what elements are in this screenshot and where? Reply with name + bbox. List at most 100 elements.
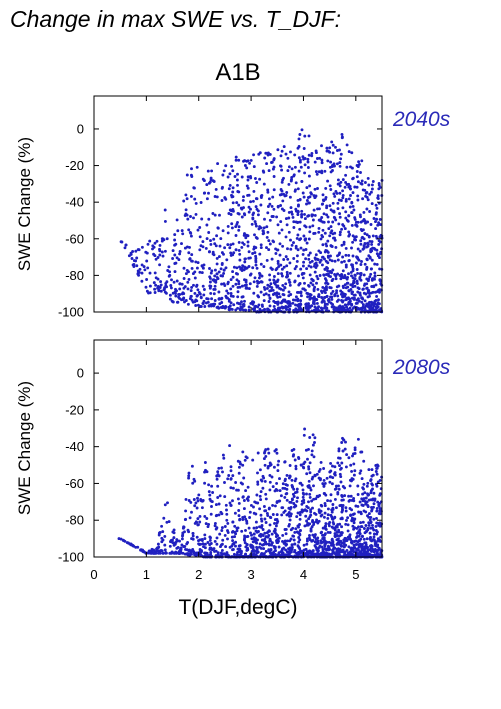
scatter-point bbox=[338, 251, 342, 255]
scatter-point bbox=[209, 271, 213, 275]
scatter-point bbox=[200, 539, 204, 542]
scatter-point bbox=[339, 467, 342, 471]
scatter-point bbox=[208, 267, 211, 270]
scatter-point bbox=[347, 456, 351, 460]
scatter-point bbox=[357, 539, 361, 543]
scatter-point bbox=[245, 286, 249, 290]
scatter-point bbox=[204, 246, 208, 250]
scatter-point bbox=[196, 288, 200, 292]
scatter-point bbox=[210, 269, 214, 273]
scatter-point bbox=[272, 465, 276, 469]
scatter-point bbox=[311, 279, 315, 283]
scatter-point bbox=[256, 294, 260, 298]
scatter-point bbox=[338, 554, 342, 558]
scatter-point bbox=[356, 493, 360, 496]
scatter-point bbox=[355, 164, 359, 167]
scatter-point bbox=[324, 522, 328, 526]
scatter-point bbox=[364, 543, 368, 547]
y-ticks: 0-20-40-60-80-100 bbox=[58, 366, 382, 565]
scatter-point bbox=[321, 243, 325, 247]
scatter-point bbox=[285, 223, 289, 227]
scatter-point bbox=[208, 276, 212, 280]
scatter-point bbox=[340, 525, 344, 529]
scatter-point bbox=[208, 280, 212, 284]
scatter-point bbox=[350, 211, 354, 215]
scatter-point bbox=[375, 551, 379, 554]
scatter-point bbox=[330, 271, 333, 275]
scatter-point bbox=[261, 543, 264, 547]
scatter-point bbox=[291, 485, 295, 489]
scatter-point bbox=[313, 540, 317, 544]
scatter-point bbox=[358, 528, 362, 532]
scatter-point bbox=[178, 252, 182, 256]
scatter-point bbox=[317, 230, 321, 234]
scatter-point bbox=[338, 233, 342, 237]
scatter-point bbox=[348, 533, 352, 537]
scatter-point bbox=[296, 553, 300, 557]
scatter-point bbox=[158, 531, 162, 534]
scatter-point bbox=[234, 308, 238, 312]
scatter-point bbox=[197, 291, 201, 294]
scatter-point bbox=[375, 484, 379, 488]
scatter-point bbox=[319, 541, 323, 545]
scatter-point bbox=[347, 289, 351, 293]
scatter-point bbox=[172, 536, 176, 540]
scatter-point bbox=[215, 542, 219, 546]
scatter-point bbox=[269, 548, 273, 552]
scatter-point bbox=[187, 471, 191, 475]
points-2040s bbox=[119, 128, 384, 314]
scatter-point bbox=[334, 484, 338, 488]
scatter-point bbox=[205, 470, 209, 474]
scatter-point bbox=[293, 153, 297, 157]
scatter-point bbox=[194, 304, 198, 307]
scatter-point bbox=[261, 528, 265, 531]
scatter-point bbox=[193, 479, 197, 483]
scatter-point bbox=[275, 291, 279, 295]
scatter-point bbox=[365, 484, 369, 488]
scatter-point bbox=[290, 478, 294, 482]
scatter-point bbox=[348, 205, 352, 209]
scatter-point bbox=[166, 501, 169, 505]
scatter-point bbox=[140, 271, 144, 275]
scatter-point bbox=[260, 538, 264, 542]
scatter-point bbox=[310, 449, 314, 453]
scatter-point bbox=[299, 299, 303, 303]
scatter-point bbox=[247, 287, 251, 291]
scatter-point bbox=[288, 271, 292, 275]
scatter-point bbox=[301, 252, 305, 256]
y-tick-label: -60 bbox=[65, 231, 84, 246]
scatter-point bbox=[284, 255, 288, 259]
scatter-point bbox=[158, 253, 162, 257]
scatter-point bbox=[233, 524, 237, 528]
scatter-point bbox=[356, 552, 360, 556]
scatter-point bbox=[361, 303, 365, 307]
scatter-point bbox=[263, 217, 266, 221]
scatter-point bbox=[341, 178, 345, 182]
scatter-point bbox=[302, 462, 306, 466]
scatter-point bbox=[323, 511, 327, 515]
scatter-point bbox=[301, 495, 305, 499]
scatter-point bbox=[256, 482, 260, 486]
scatter-point bbox=[231, 539, 235, 543]
scatter-point bbox=[262, 505, 266, 508]
scatter-point bbox=[222, 552, 226, 556]
scatter-point bbox=[255, 550, 259, 554]
scatter-point bbox=[263, 517, 267, 521]
scatter-point bbox=[328, 146, 332, 150]
scatter-point bbox=[264, 549, 268, 553]
scatter-point bbox=[300, 483, 304, 487]
scatter-point bbox=[361, 247, 365, 251]
scatter-point bbox=[261, 534, 265, 537]
scatter-point bbox=[361, 188, 365, 192]
scatter-point bbox=[362, 551, 366, 555]
scatter-point bbox=[285, 191, 289, 194]
scatter-point bbox=[366, 295, 370, 299]
scatter-point bbox=[367, 305, 371, 309]
scatter-point bbox=[254, 520, 258, 524]
scatter-point bbox=[358, 550, 362, 554]
scatter-point bbox=[241, 463, 245, 467]
scatter-point bbox=[236, 547, 240, 551]
scatter-point bbox=[252, 511, 256, 515]
scatter-point bbox=[298, 547, 302, 550]
scatter-point bbox=[272, 188, 276, 192]
